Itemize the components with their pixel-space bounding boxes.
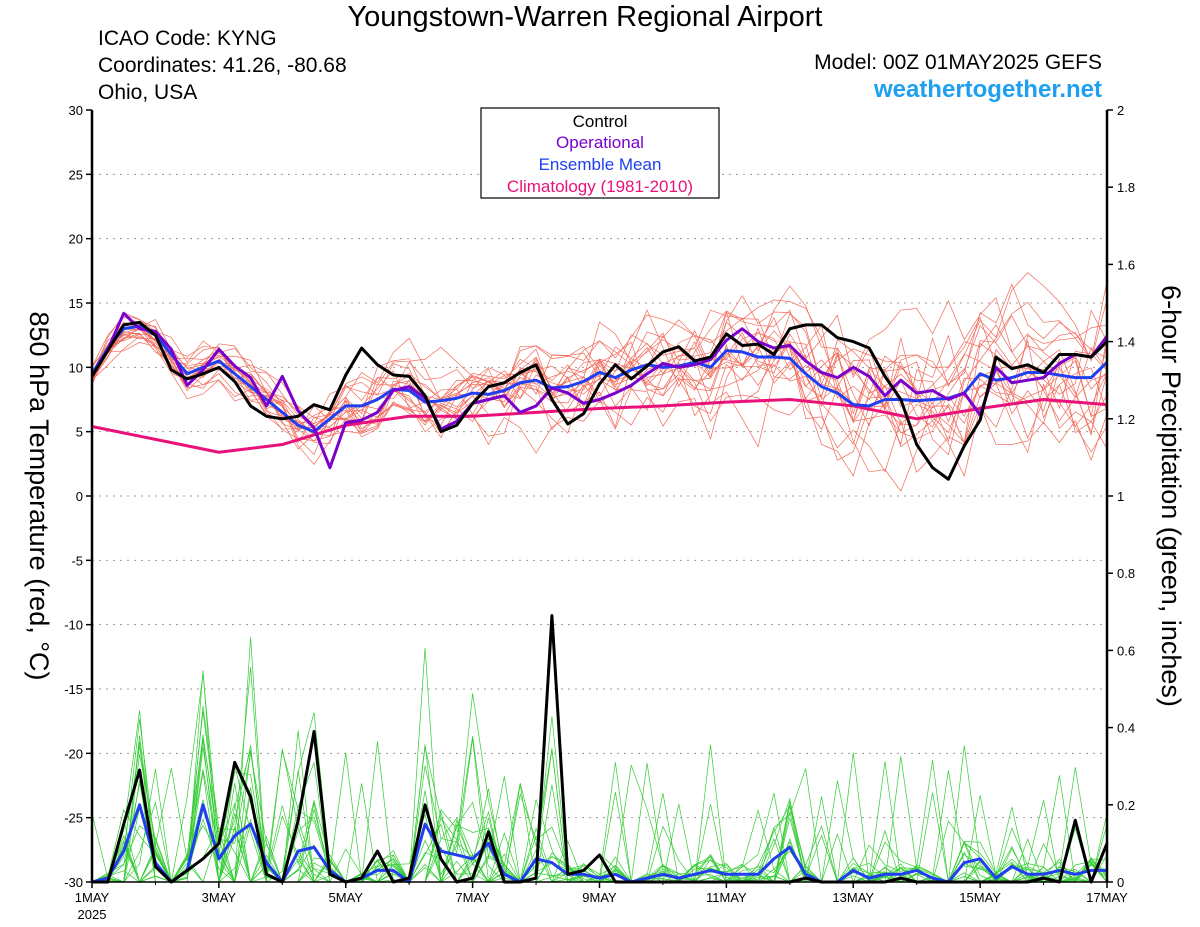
right-tick-label: 0.6 <box>1117 643 1135 658</box>
icao-code: ICAO Code: KYNG <box>98 27 277 50</box>
left-tick-label: 10 <box>69 360 83 375</box>
operational-line <box>90 311 1109 470</box>
grid-layer <box>92 173 1107 819</box>
right-tick-label: 1.2 <box>1117 412 1135 427</box>
right-tick-label: 0.4 <box>1117 721 1135 736</box>
legend-climatology: Climatology (1981-2010) <box>507 177 693 196</box>
legend-operational: Operational <box>556 133 644 152</box>
left-tick-label: 0 <box>76 489 83 504</box>
right-axis-title: 6-hour Precipitation (green, inches) <box>1156 285 1186 707</box>
temp-member-line <box>91 324 1108 434</box>
region: Ohio, USA <box>98 81 198 104</box>
axis-layer: -30-25-20-15-10-505101520253000.20.40.60… <box>64 103 1135 922</box>
precip-member-line <box>91 673 1108 883</box>
left-axis-title: 850 hPa Temperature (red, °C) <box>24 312 54 681</box>
left-tick-label: 15 <box>69 296 83 311</box>
right-tick-label: 1.4 <box>1117 335 1135 350</box>
x-tick-label: 15MAY <box>959 890 1001 905</box>
temp-member-line <box>91 312 1108 466</box>
model-run: Model: 00Z 01MAY2025 GEFS <box>814 51 1102 74</box>
left-tick-label: -5 <box>71 553 83 568</box>
series-layer <box>90 311 1109 884</box>
left-tick-label: -25 <box>64 811 83 826</box>
x-tick-label: 7MAY <box>455 890 490 905</box>
x-tick-label: 13MAY <box>832 890 874 905</box>
page-title: Youngstown-Warren Regional Airport <box>347 1 823 33</box>
x-year-label: 2025 <box>78 907 107 922</box>
x-tick-label: 11MAY <box>706 890 747 905</box>
left-tick-label: -30 <box>64 875 83 890</box>
left-tick-label: 30 <box>69 103 83 118</box>
temp-control-line <box>90 320 1109 481</box>
site-link[interactable]: weathertogether.net <box>873 76 1102 103</box>
left-tick-label: -15 <box>64 682 83 697</box>
right-tick-label: 1.8 <box>1117 180 1135 195</box>
precip-members-layer <box>91 637 1108 884</box>
legend-box: Control Operational Ensemble Mean Climat… <box>480 107 720 199</box>
temp-members-layer <box>91 272 1108 492</box>
right-tick-label: 0.8 <box>1117 566 1135 581</box>
right-tick-label: 2 <box>1117 103 1124 118</box>
legend-control: Control <box>573 112 628 131</box>
temp-member-line <box>91 299 1108 453</box>
right-tick-label: 0.2 <box>1117 798 1135 813</box>
x-tick-label: 17MAY <box>1086 890 1128 905</box>
temp-member-line <box>91 272 1108 437</box>
right-tick-label: 0 <box>1117 875 1124 890</box>
left-tick-label: -20 <box>64 746 83 761</box>
right-tick-label: 1.6 <box>1117 257 1135 272</box>
left-tick-label: -10 <box>64 618 83 633</box>
right-tick-label: 1 <box>1117 489 1124 504</box>
left-tick-label: 5 <box>76 425 83 440</box>
temp-member-line <box>91 328 1108 450</box>
climatology-line <box>91 398 1108 454</box>
coordinates: Coordinates: 41.26, -80.68 <box>98 54 347 77</box>
x-tick-label: 3MAY <box>202 890 237 905</box>
x-tick-label: 5MAY <box>329 890 364 905</box>
x-tick-label: 9MAY <box>582 890 617 905</box>
x-tick-label: 1MAY <box>75 890 110 905</box>
legend-ensemble-mean: Ensemble Mean <box>539 155 662 174</box>
left-tick-label: 20 <box>69 232 83 247</box>
left-tick-label: 25 <box>69 167 83 182</box>
precip-member-line <box>91 637 1107 883</box>
temp-member-line <box>91 316 1108 456</box>
